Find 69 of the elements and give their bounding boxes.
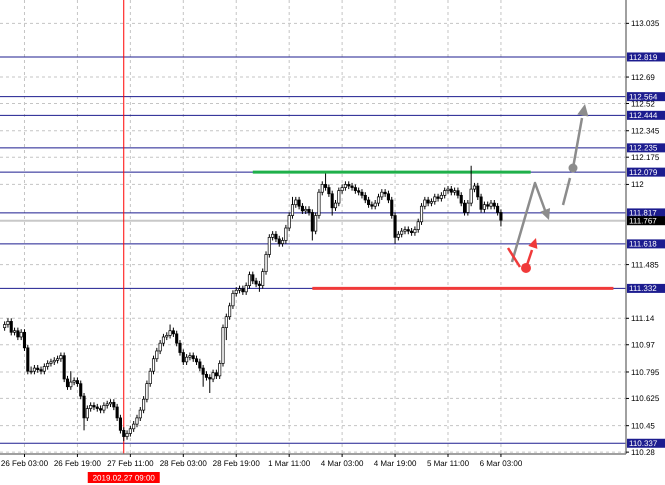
ref-line-label: 111.767 [629, 216, 658, 226]
candlestick [32, 364, 36, 375]
candlestick [426, 196, 430, 207]
x-tick-label: 28 Feb 03:00 [160, 459, 208, 468]
candlestick [440, 192, 443, 202]
ref-line-label: 111.618 [629, 240, 658, 249]
ref-line-label: 111.817 [629, 208, 658, 218]
y-tick-label: 113.035 [631, 19, 660, 28]
ref-line-label: 111.332 [629, 284, 658, 294]
x-tick-label: 2019.02.27 09:00 [92, 473, 156, 482]
candlestick [376, 193, 380, 207]
ref-line-label: 112.444 [629, 111, 658, 120]
candlestick [16, 327, 20, 341]
ref-line-label: 110.337 [629, 439, 658, 448]
y-tick-label: 112.345 [631, 126, 660, 136]
y-tick-label: 112.52 [631, 99, 656, 108]
candlestick [344, 180, 347, 192]
candlestick [278, 235, 281, 248]
y-tick-label: 112.175 [631, 152, 660, 162]
candlestick [450, 185, 453, 196]
candlestick [367, 196, 370, 208]
y-tick-label: 112.69 [631, 72, 656, 82]
x-tick-label: 27 Feb 11:00 [107, 459, 154, 468]
ref-line-label: 112.819 [629, 52, 658, 62]
candlestick [168, 324, 172, 340]
candlestick [128, 425, 132, 438]
candlestick [360, 188, 364, 199]
y-tick-label: 111.14 [631, 314, 655, 324]
candlestick [192, 352, 195, 362]
x-tick-label: 1 Mar 11:00 [268, 459, 311, 468]
x-tick-label: 26 Feb 03:00 [0, 459, 49, 468]
y-tick-label: 110.28 [631, 448, 656, 457]
ref-line-label: 112.079 [629, 168, 658, 177]
candlestick [400, 228, 404, 238]
candlestick [489, 199, 493, 210]
x-tick-label: 4 Mar 19:00 [374, 459, 417, 468]
candlestick [298, 196, 301, 210]
y-tick-label: 110.45 [631, 421, 656, 430]
y-tick-label: 110.625 [631, 394, 660, 404]
candlestick [10, 318, 13, 336]
candlestick [433, 193, 436, 206]
x-tick-label: 26 Feb 19:00 [54, 459, 102, 468]
y-tick-label: 110.795 [631, 368, 660, 377]
candlestick [46, 360, 50, 370]
candlestick [69, 370, 72, 390]
ref-line-label: 112.235 [629, 144, 658, 153]
candlestick [354, 184, 357, 194]
ref-line-label: 112.564 [629, 92, 658, 102]
candlestick [241, 285, 244, 296]
candlestick [126, 430, 129, 440]
candlestick [274, 230, 278, 243]
y-tick-label: 112 [631, 180, 644, 190]
candlestick [251, 271, 254, 285]
candlestick [310, 208, 314, 241]
candlestick [185, 354, 188, 366]
candlestick [3, 320, 6, 332]
x-tick-label: 4 Mar 03:00 [320, 459, 364, 468]
y-tick-label: 111.485 [631, 260, 660, 270]
candlestick [337, 187, 340, 207]
candlestick [364, 192, 367, 204]
candlestick [443, 187, 446, 199]
y-tick-label: 110.97 [631, 340, 656, 350]
candlestick [208, 374, 212, 394]
candlestick [6, 318, 10, 328]
candlestick [42, 362, 46, 375]
x-tick-label: 6 Mar 03:00 [480, 459, 523, 468]
x-tick-label: 28 Feb 19:00 [212, 459, 260, 468]
candlestick [102, 402, 106, 414]
x-tick-label: 5 Mar 11:00 [426, 459, 470, 468]
